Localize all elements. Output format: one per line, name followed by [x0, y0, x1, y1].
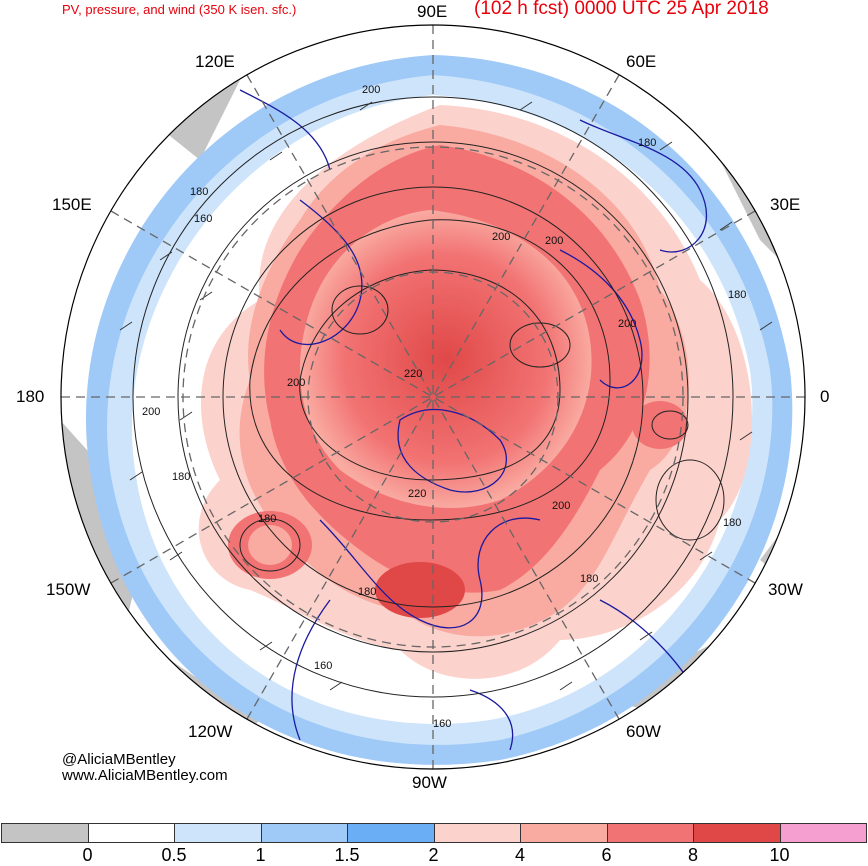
lon-label-0: 0 — [820, 387, 830, 406]
colorbar-swatch — [693, 823, 781, 843]
credit-website: www.AliciaMBentley.com — [62, 767, 228, 784]
colorbar-tick-label: 8 — [687, 845, 699, 865]
lon-label-150e: 150E — [52, 195, 92, 214]
colorbar-tick-label: 0 — [82, 845, 93, 865]
contour-label: 180 — [580, 573, 598, 585]
pv-lobe-atlantic — [632, 401, 688, 449]
colorbar-swatch — [260, 823, 348, 843]
contour-label: 180 — [728, 289, 746, 301]
colorbar-tick-label: 2 — [428, 845, 439, 865]
contour-label: 200 — [287, 377, 305, 389]
lon-label-90w: 90W — [412, 773, 447, 792]
colorbar-tick-label: 0.5 — [161, 845, 187, 865]
contour-label: 180 — [190, 186, 208, 198]
contour-label: 200 — [142, 406, 160, 418]
contour-label: 200 — [545, 235, 563, 247]
lon-label-180: 180 — [16, 387, 45, 406]
colorbar-swatch — [520, 823, 608, 843]
height-contours — [132, 96, 734, 698]
lon-label-30e: 30E — [770, 195, 801, 214]
contour-label: 220 — [404, 368, 422, 380]
contour-label: 200 — [552, 500, 570, 512]
contour-label: 200 — [492, 231, 510, 243]
contour-label-group: 200 180 180 160 200 180 200 200 220 180 … — [142, 84, 746, 730]
contour-label: 220 — [408, 488, 426, 500]
colorbar-tick-label: 4 — [514, 845, 526, 865]
contour-label: 180 — [723, 517, 741, 529]
contour-label: 180 — [258, 513, 276, 525]
lon-label-120e: 120E — [195, 52, 235, 71]
map-title-right: (102 h fcst) 0000 UTC 25 Apr 2018 — [474, 0, 769, 19]
colorbar-swatch — [606, 823, 694, 843]
wind-barbs — [119, 101, 773, 691]
colorbar-tick-label: 10 — [769, 845, 790, 865]
colorbar-swatch — [87, 823, 175, 843]
colorbar-tick-label: 1 — [255, 845, 266, 865]
colorbar-swatch — [779, 823, 867, 843]
credit-handle: @AliciaMBentley — [62, 751, 176, 768]
lon-label-120w: 120W — [188, 722, 233, 741]
contour-label: 200 — [618, 318, 636, 330]
colorbar-swatch — [174, 823, 262, 843]
lon-label-60w: 60W — [626, 722, 661, 741]
graticule — [61, 25, 805, 769]
contour-label: 160 — [194, 213, 212, 225]
contour-label: 180 — [172, 471, 190, 483]
lon-label-90e: 90E — [417, 2, 448, 21]
colorbar-tick-label: 1.5 — [334, 845, 360, 865]
map-boundary — [60, 24, 806, 770]
colorbar-swatch — [433, 823, 521, 843]
contour-label: 180 — [638, 137, 656, 149]
lon-label-150w: 150W — [46, 580, 91, 599]
polar-map: 200 180 180 160 200 180 200 200 220 180 … — [60, 24, 806, 770]
contour-label: 160 — [433, 718, 451, 730]
map-title-left: PV, pressure, and wind (350 K isen. sfc.… — [62, 2, 297, 17]
colorbar-swatch — [1, 823, 89, 843]
contour-label: 160 — [314, 660, 332, 672]
lon-label-60e: 60E — [626, 52, 657, 71]
colorbar-tick-label: 6 — [601, 845, 612, 865]
contour-label: 200 — [362, 84, 380, 96]
contour-label: 180 — [358, 586, 376, 598]
lon-label-30w: 30W — [768, 580, 803, 599]
colorbar-swatch — [347, 823, 435, 843]
